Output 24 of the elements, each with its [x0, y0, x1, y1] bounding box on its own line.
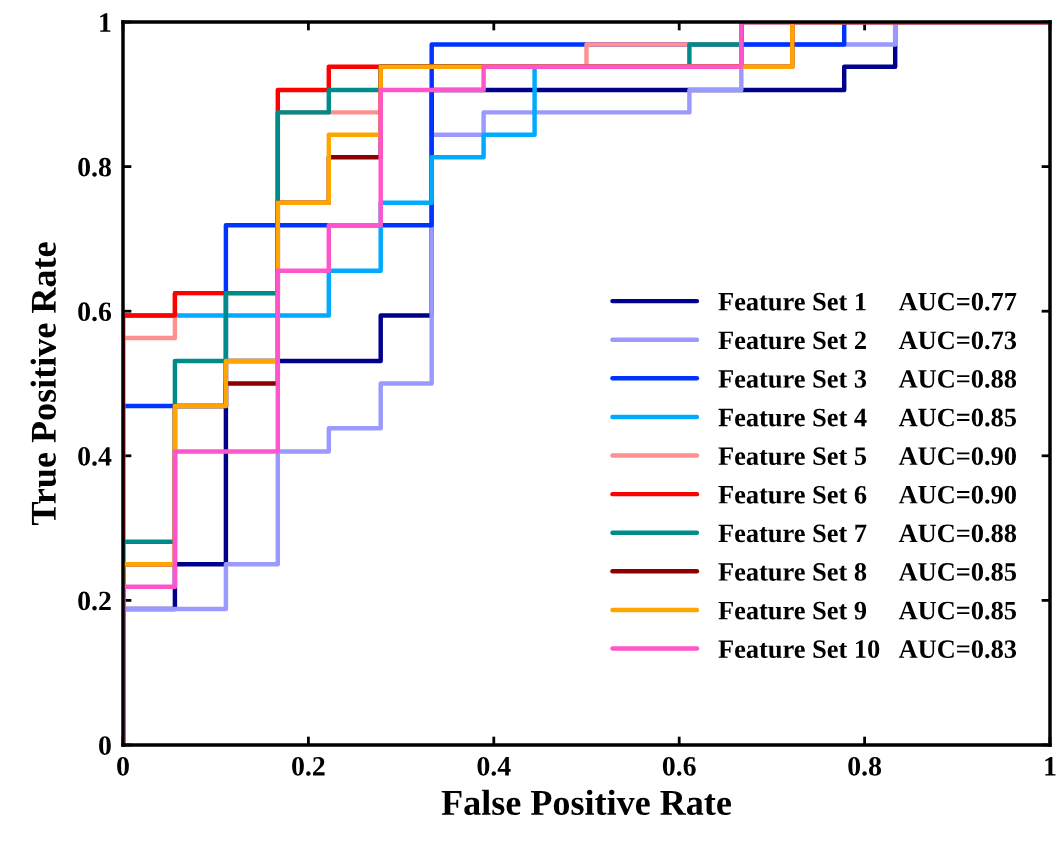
legend-label: Feature Set 5 AUC=0.90: [718, 447, 1016, 466]
legend-label: Feature Set 3 AUC=0.88: [718, 370, 1017, 388]
legend-label: Feature Set 6 AUC=0.90: [718, 485, 1016, 504]
legend-label: Feature Set 10 AUC=0.83: [718, 640, 1017, 659]
legend-label: Feature Set 1 AUC=0.77: [718, 292, 1017, 311]
y-tick-label: 0.8: [78, 157, 111, 177]
y-tick-label: 0.6: [78, 302, 112, 322]
y-tick-label: 0.2: [78, 591, 111, 611]
y-tick-label: 1: [100, 13, 111, 32]
x-tick-label: 1: [1045, 757, 1056, 776]
x-tick-label: 0: [117, 756, 129, 776]
y-axis-title: True Positive Rate: [30, 242, 57, 526]
y-tick-label: 0.4: [78, 446, 112, 466]
x-tick-label: 0.8: [848, 756, 882, 776]
x-tick-label: 0.4: [477, 756, 511, 776]
legend-label: Feature Set 4 AUC=0.85: [718, 408, 1017, 427]
x-tick-label: 0.6: [662, 756, 696, 776]
y-tick-label: 0: [99, 736, 111, 755]
legend-label: Feature Set 9 AUC=0.85: [718, 601, 1017, 620]
x-tick-label: 0.2: [292, 756, 325, 776]
legend-label: Feature Set 2 AUC=0.73: [718, 331, 1017, 350]
legend-label: Feature Set 8 AUC=0.85: [718, 563, 1017, 581]
x-axis-title: False Positive Rate: [441, 789, 731, 816]
legend-label: Feature Set 7 AUC=0.88: [718, 524, 1017, 543]
